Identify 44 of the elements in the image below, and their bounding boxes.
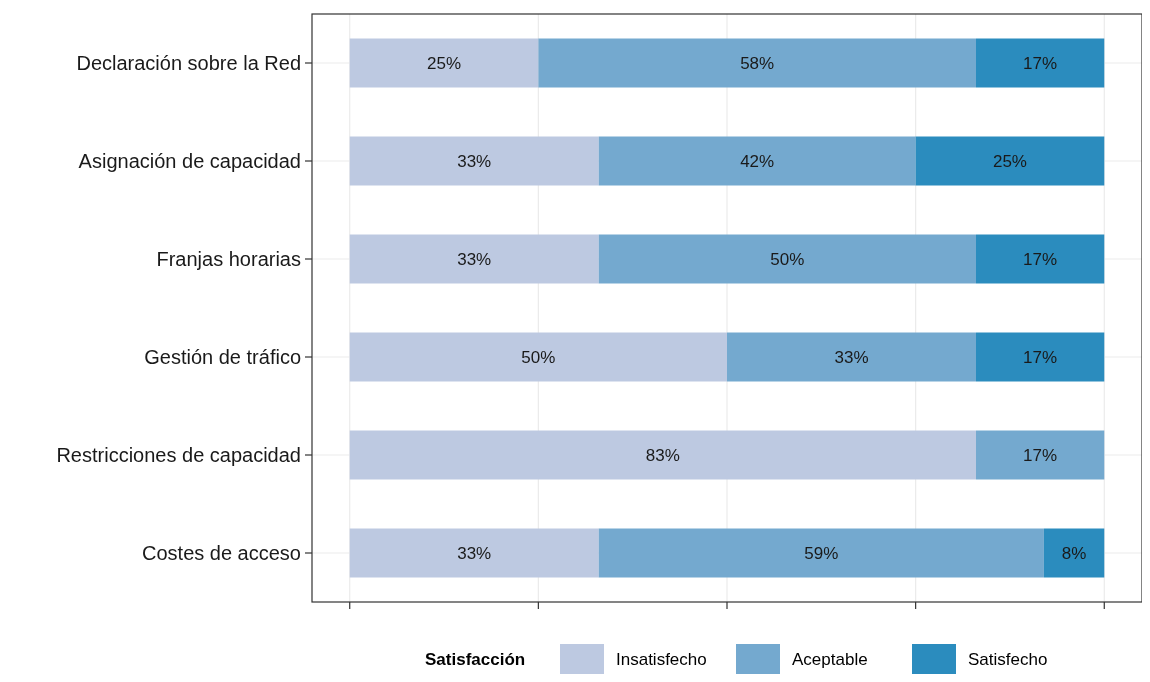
y-tick-label: Asignación de capacidad: [78, 150, 301, 172]
bar: [727, 332, 976, 382]
bar: [598, 234, 976, 284]
data-label: 17%: [1023, 249, 1058, 269]
bar: [349, 528, 599, 578]
bar: [976, 430, 1105, 480]
legend-title: Satisfacción: [425, 649, 526, 669]
bar: [915, 136, 1105, 186]
bar: [349, 332, 727, 382]
data-label: 33%: [457, 151, 492, 171]
legend-label: Satisfecho: [968, 649, 1048, 669]
data-label: 33%: [834, 347, 869, 367]
bar: [349, 38, 539, 88]
data-label: 50%: [770, 249, 805, 269]
legend-label: Insatisfecho: [616, 649, 707, 669]
bar: [976, 332, 1105, 382]
y-tick-label: Franjas horarias: [156, 248, 301, 270]
data-label: 17%: [1023, 347, 1058, 367]
data-label: 25%: [992, 151, 1027, 171]
y-tick-label: Declaración sobre la Red: [76, 52, 301, 74]
legend-label: Aceptable: [792, 649, 868, 669]
data-label: 58%: [740, 53, 775, 73]
data-label: 59%: [804, 543, 839, 563]
data-label: 50%: [521, 347, 556, 367]
bar: [976, 234, 1105, 284]
data-label: 25%: [427, 53, 462, 73]
y-tick-label: Gestión de tráfico: [144, 346, 301, 368]
bar: [349, 430, 976, 480]
data-label: 17%: [1023, 445, 1058, 465]
bar: [1043, 528, 1105, 578]
bar: [976, 38, 1105, 88]
data-label: 42%: [740, 151, 775, 171]
data-label: 17%: [1023, 53, 1058, 73]
bar: [349, 234, 599, 284]
bar: [538, 38, 976, 88]
y-tick-label: Restricciones de capacidad: [56, 444, 301, 466]
y-tick-label: Costes de acceso: [142, 542, 301, 564]
data-label: 33%: [457, 543, 492, 563]
bar: [349, 136, 599, 186]
bar: [598, 528, 1044, 578]
data-label: 8%: [1061, 543, 1087, 563]
data-label: 33%: [457, 249, 492, 269]
data-label: 83%: [645, 445, 680, 465]
bar: [598, 136, 916, 186]
